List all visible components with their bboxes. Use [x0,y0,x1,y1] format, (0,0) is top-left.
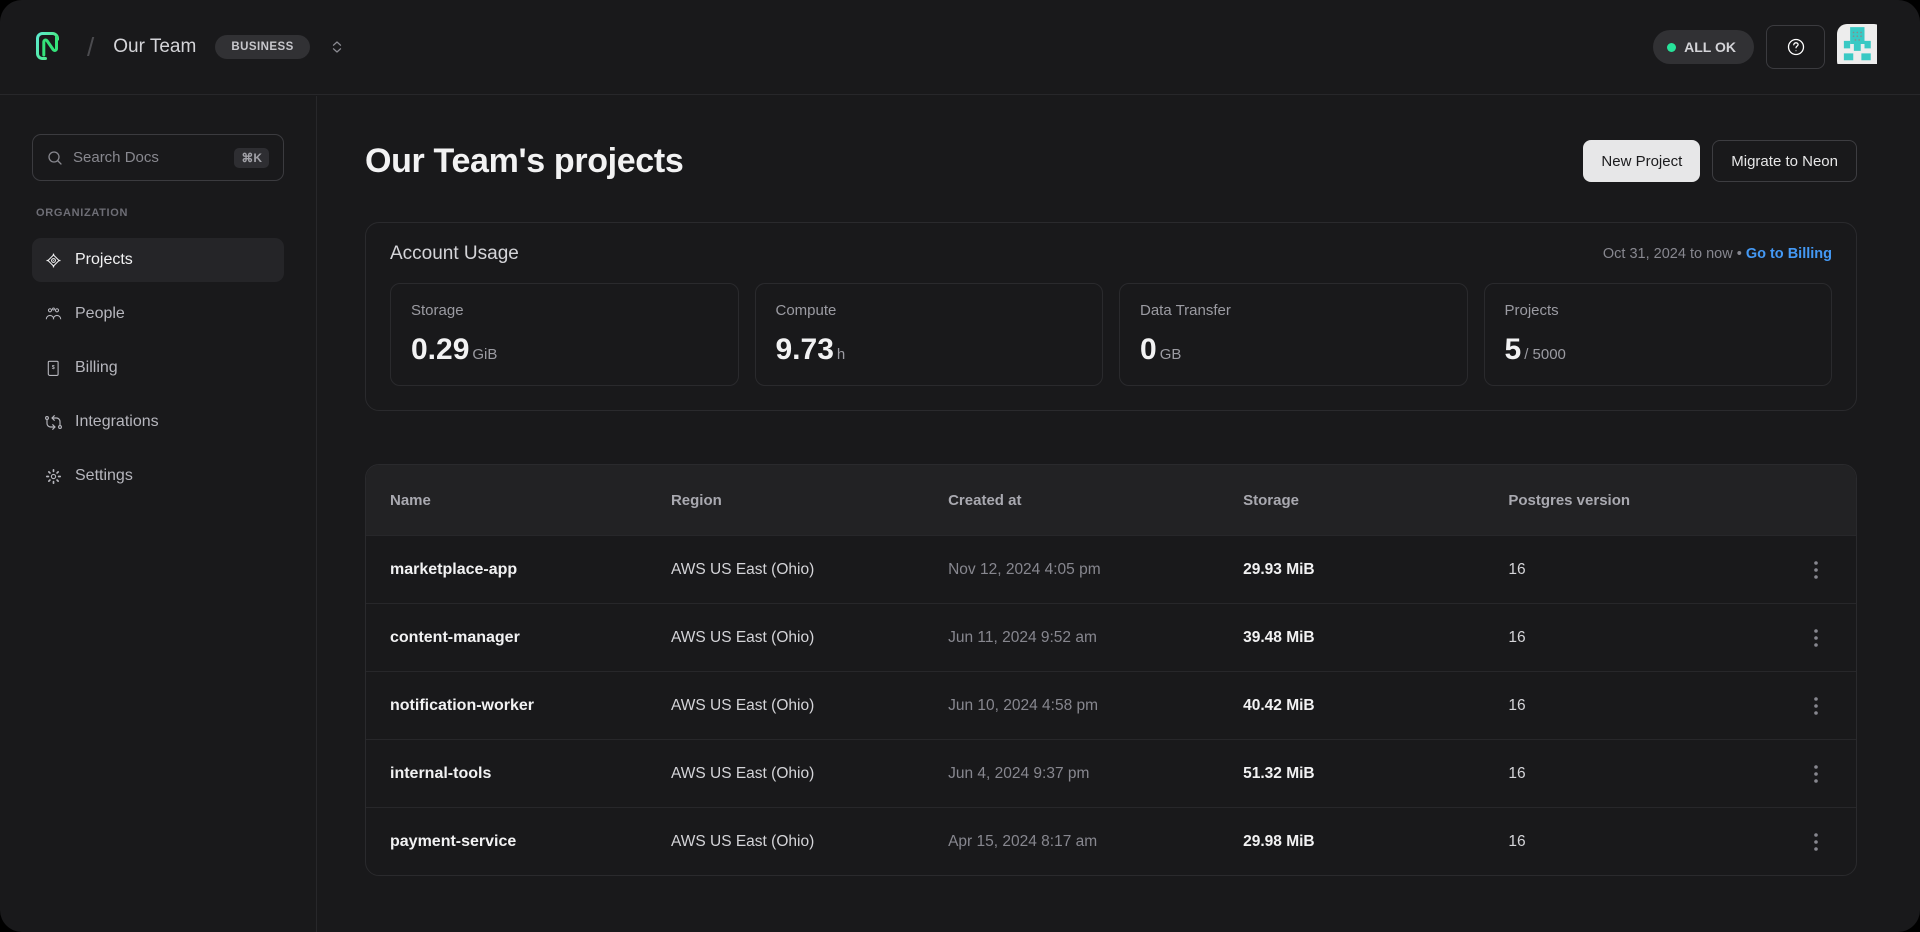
svg-text:$: $ [52,364,55,370]
